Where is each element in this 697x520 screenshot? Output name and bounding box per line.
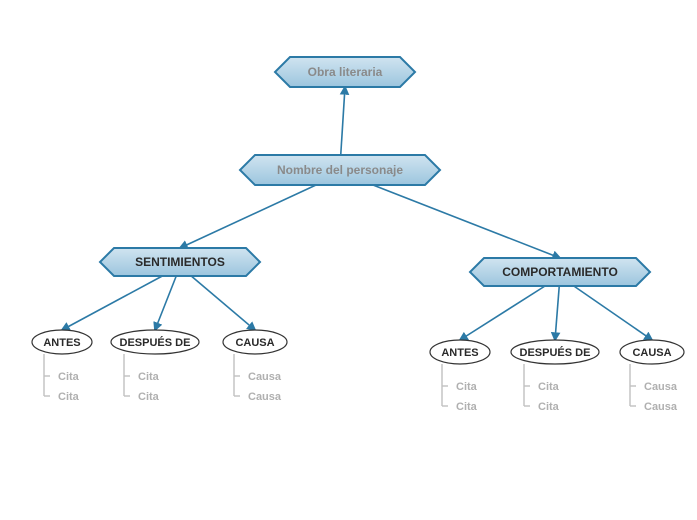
leaf-label: Cita xyxy=(538,401,560,413)
edge xyxy=(62,276,162,330)
leaf-label: Cita xyxy=(138,371,160,383)
ellipse-label: CAUSA xyxy=(632,347,671,359)
diagram-canvas: Obra literaria Nombre del personaje SENTIM… xyxy=(0,0,697,520)
edge xyxy=(555,286,559,340)
leaf-label: Causa xyxy=(644,381,678,393)
hex-label: SENTIMIENTOS xyxy=(135,255,225,269)
edge xyxy=(574,286,652,340)
ellipse-label: ANTES xyxy=(441,347,478,359)
hex-label: Obra literaria xyxy=(308,65,383,79)
leaf-label: Causa xyxy=(248,371,282,383)
hex-node-root: Obra literaria xyxy=(275,57,415,87)
edge xyxy=(155,276,176,330)
ellipse-label: CAUSA xyxy=(235,337,274,349)
edge xyxy=(191,276,255,330)
edge xyxy=(341,87,345,155)
ellipse-node-s_desp: DESPUÉS DE xyxy=(111,330,199,354)
leaf-label: Cita xyxy=(538,381,560,393)
ellipse-label: DESPUÉS DE xyxy=(120,336,191,349)
leaf-label: Causa xyxy=(644,401,678,413)
hex-node-sent: SENTIMIENTOS xyxy=(100,248,260,276)
edge xyxy=(180,185,316,248)
ellipse-label: DESPUÉS DE xyxy=(520,346,591,359)
hex-node-person: Nombre del personaje xyxy=(240,155,440,185)
ellipse-node-c_causa: CAUSA xyxy=(620,340,684,364)
hex-label: Nombre del personaje xyxy=(277,163,403,177)
hex-node-comp: COMPORTAMIENTO xyxy=(470,258,650,286)
ellipse-node-c_antes: ANTES xyxy=(430,340,490,364)
leaf-label: Cita xyxy=(58,391,80,403)
edge xyxy=(460,286,545,340)
edges xyxy=(62,87,652,340)
leaf-label: Cita xyxy=(138,391,160,403)
ellipse-node-s_causa: CAUSA xyxy=(223,330,287,354)
ellipse-node-s_antes: ANTES xyxy=(32,330,92,354)
ellipse-label: ANTES xyxy=(43,337,80,349)
nodes: Obra literaria Nombre del personaje SENTIM… xyxy=(32,57,684,413)
edge xyxy=(373,185,560,258)
leaf-label: Causa xyxy=(248,391,282,403)
leaf-label: Cita xyxy=(456,401,478,413)
leaf-label: Cita xyxy=(58,371,80,383)
ellipse-node-c_desp: DESPUÉS DE xyxy=(511,340,599,364)
leaf-label: Cita xyxy=(456,381,478,393)
hex-label: COMPORTAMIENTO xyxy=(502,265,618,279)
